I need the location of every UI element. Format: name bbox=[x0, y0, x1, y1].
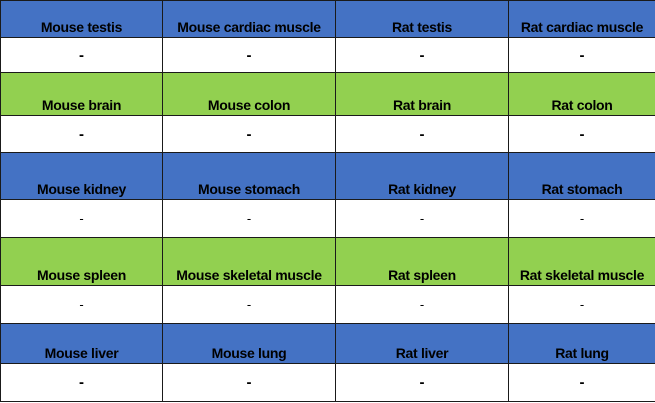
tissue-value: - bbox=[0, 199, 163, 238]
tissue-value: - bbox=[162, 285, 336, 324]
value-row: - - - - bbox=[0, 285, 655, 324]
tissue-value: - bbox=[335, 199, 509, 238]
tissue-label: Rat testis bbox=[335, 0, 509, 38]
tissue-label: Rat colon bbox=[508, 72, 655, 116]
tissue-value: - bbox=[0, 285, 163, 324]
tissue-value: - bbox=[508, 37, 655, 73]
tissue-label: Mouse spleen bbox=[0, 237, 163, 286]
value-row: - - - - bbox=[0, 199, 655, 238]
header-row: Mouse liver Mouse lung Rat liver Rat lun… bbox=[0, 323, 655, 364]
tissue-value: - bbox=[162, 37, 336, 73]
tissue-value: - bbox=[0, 363, 163, 402]
tissue-label: Mouse cardiac muscle bbox=[162, 0, 336, 38]
value-row: - - - - bbox=[0, 363, 655, 402]
tissue-value: - bbox=[0, 115, 163, 153]
tissue-value: - bbox=[0, 37, 163, 73]
tissue-label: Mouse lung bbox=[162, 323, 336, 364]
tissue-label: Mouse skeletal muscle bbox=[162, 237, 336, 286]
tissue-value: - bbox=[508, 115, 655, 153]
tissue-label: Mouse colon bbox=[162, 72, 336, 116]
tissue-label: Mouse testis bbox=[0, 0, 163, 38]
tissue-label: Mouse brain bbox=[0, 72, 163, 116]
tissue-label: Rat stomach bbox=[508, 152, 655, 200]
tissue-value: - bbox=[335, 363, 509, 402]
tissue-value: - bbox=[508, 363, 655, 402]
tissue-label: Mouse liver bbox=[0, 323, 163, 364]
tissue-label: Rat liver bbox=[335, 323, 509, 364]
tissue-label: Rat spleen bbox=[335, 237, 509, 286]
value-row: - - - - bbox=[0, 37, 655, 73]
header-row: Mouse spleen Mouse skeletal muscle Rat s… bbox=[0, 237, 655, 286]
tissue-value: - bbox=[162, 363, 336, 402]
tissue-value: - bbox=[162, 115, 336, 153]
tissue-label: Rat kidney bbox=[335, 152, 509, 200]
header-row: Mouse brain Mouse colon Rat brain Rat co… bbox=[0, 72, 655, 116]
tissue-label: Mouse kidney bbox=[0, 152, 163, 200]
tissue-label: Rat brain bbox=[335, 72, 509, 116]
tissue-value: - bbox=[335, 285, 509, 324]
tissue-value: - bbox=[162, 199, 336, 238]
tissue-value: - bbox=[508, 199, 655, 238]
tissue-label: Mouse stomach bbox=[162, 152, 336, 200]
tissue-label: Rat cardiac muscle bbox=[508, 0, 655, 38]
header-row: Mouse testis Mouse cardiac muscle Rat te… bbox=[0, 0, 655, 38]
tissue-value: - bbox=[335, 37, 509, 73]
tissue-value: - bbox=[335, 115, 509, 153]
tissue-label: Rat lung bbox=[508, 323, 655, 364]
header-row: Mouse kidney Mouse stomach Rat kidney Ra… bbox=[0, 152, 655, 200]
tissue-value: - bbox=[508, 285, 655, 324]
tissue-label: Rat skeletal muscle bbox=[508, 237, 655, 286]
value-row: - - - - bbox=[0, 115, 655, 153]
